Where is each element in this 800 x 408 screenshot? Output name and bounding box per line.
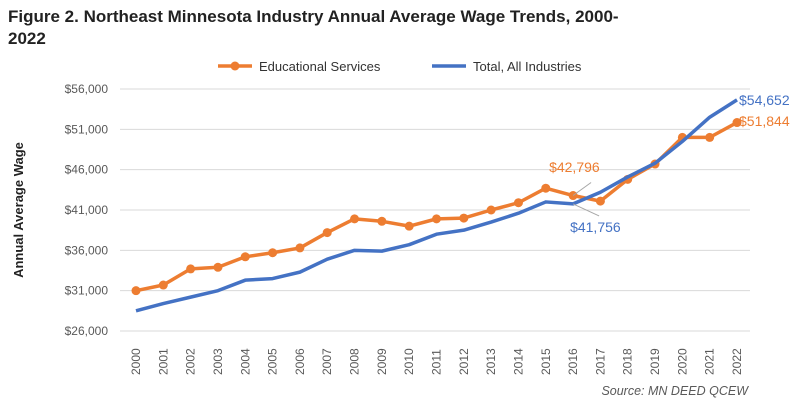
data-point: [595, 196, 605, 206]
data-point: [131, 286, 141, 296]
data-point: [322, 228, 332, 238]
data-point: [513, 198, 523, 208]
x-tick-label: 2009: [375, 348, 389, 375]
x-tick-label: 2000: [129, 348, 143, 375]
y-tick-label: $46,000: [65, 163, 109, 177]
data-label: $51,844: [739, 113, 790, 129]
legend-label: Educational Services: [259, 59, 381, 74]
data-point: [541, 183, 551, 193]
data-point: [350, 214, 360, 224]
x-tick-label: 2021: [703, 348, 717, 375]
y-tick-label: $31,000: [65, 284, 109, 298]
x-tick-label: 2019: [648, 348, 662, 375]
data-point: [158, 280, 168, 290]
x-tick-label: 2005: [266, 348, 280, 375]
data-point: [404, 221, 414, 231]
data-label: $42,796: [549, 159, 600, 175]
legend-marker: [230, 61, 240, 71]
data-point: [295, 243, 305, 253]
data-point: [186, 264, 196, 274]
x-tick-label: 2002: [184, 348, 198, 375]
x-tick-label: 2020: [675, 348, 689, 375]
chart-title: Figure 2. Northeast Minnesota Industry A…: [8, 7, 619, 48]
x-tick-label: 2014: [511, 348, 525, 375]
data-point: [268, 248, 278, 258]
data-point: [240, 252, 250, 262]
y-tick-label: $51,000: [65, 122, 109, 136]
x-tick-label: 2015: [539, 348, 553, 375]
x-tick-label: 2016: [566, 348, 580, 375]
series-line-total-all-industries: [135, 98, 738, 313]
data-point: [486, 205, 496, 215]
data-point: [432, 214, 441, 224]
x-tick-label: 2006: [293, 348, 307, 375]
data-label: $41,756: [570, 219, 621, 235]
data-point: [732, 118, 742, 128]
data-label: $54,652: [739, 92, 790, 108]
x-tick-label: 2018: [621, 348, 635, 375]
y-tick-label: $41,000: [65, 203, 109, 217]
data-point: [705, 132, 715, 142]
x-tick-label: 2004: [238, 348, 252, 375]
x-tick-label: 2012: [457, 348, 471, 375]
x-tick-label: 2013: [484, 348, 498, 375]
leader-line: [572, 182, 592, 196]
legend-label: Total, All Industries: [473, 59, 582, 74]
series-line-educational-services: [135, 120, 738, 293]
y-tick-label: $36,000: [65, 243, 109, 257]
x-tick-label: 2001: [156, 348, 170, 375]
x-tick-label: 2003: [211, 348, 225, 375]
x-tick-label: 2008: [348, 348, 362, 375]
source-note: Source: MN DEED QCEW: [601, 384, 749, 398]
x-tick-label: 2017: [593, 348, 607, 375]
x-tick-label: 2007: [320, 348, 334, 375]
x-tick-label: 2010: [402, 348, 416, 375]
x-tick-label: 2011: [430, 349, 444, 375]
data-point: [459, 213, 469, 223]
x-tick-label: 2022: [730, 348, 744, 375]
y-tick-label: $26,000: [65, 324, 109, 338]
data-point: [213, 262, 223, 272]
y-tick-label: $56,000: [65, 82, 109, 96]
leader-line: [572, 203, 600, 217]
data-point: [377, 216, 387, 226]
y-axis-label: Annual Average Wage: [11, 142, 26, 278]
